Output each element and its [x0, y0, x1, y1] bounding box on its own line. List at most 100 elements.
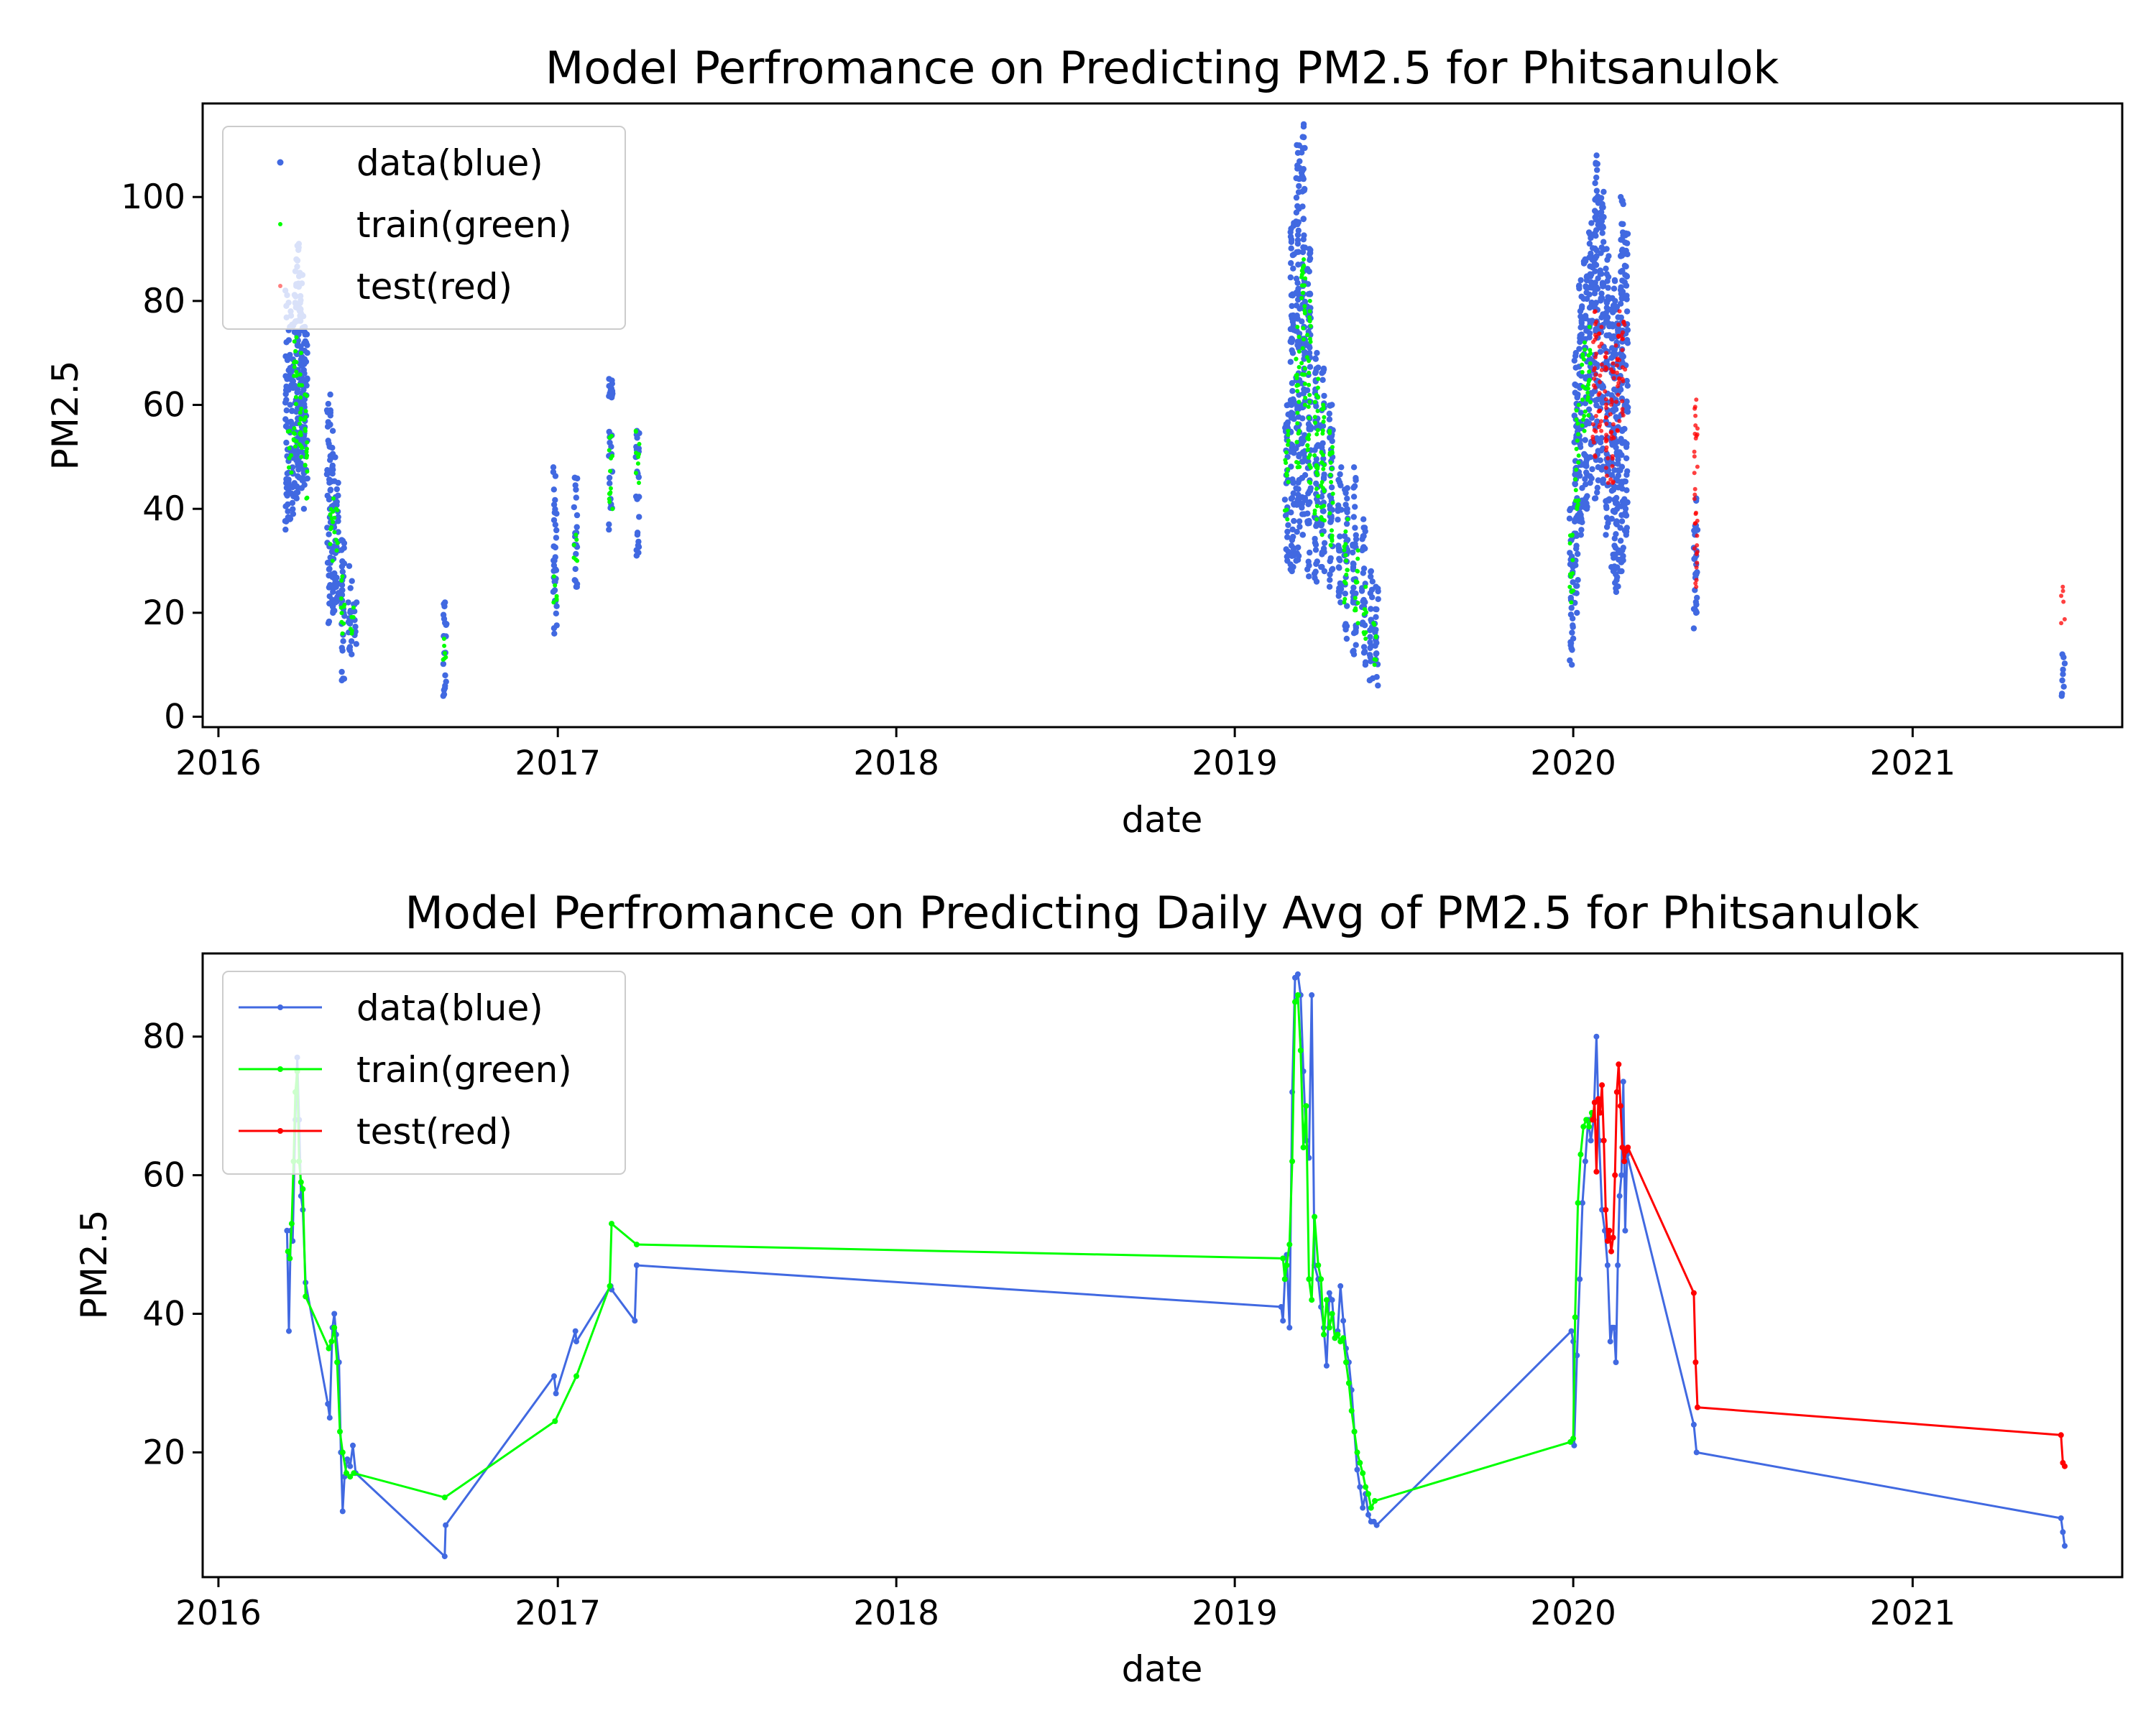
data-point	[1287, 274, 1294, 281]
data-point	[335, 479, 341, 486]
legend-label-data: data(blue)	[356, 987, 543, 1029]
data-point	[1617, 467, 1623, 473]
data-point	[1329, 402, 1335, 408]
data-point	[1624, 251, 1631, 258]
data-point	[1329, 1311, 1335, 1317]
data-point	[1326, 1324, 1332, 1331]
data-point	[283, 407, 290, 414]
data-point	[1575, 577, 1581, 583]
x-tick-label: 2018	[853, 744, 939, 783]
y-tick-label: 100	[121, 177, 185, 217]
data-point	[1342, 579, 1347, 584]
data-point	[298, 421, 302, 426]
data-point	[323, 471, 331, 478]
data-point	[346, 563, 353, 569]
data-point	[347, 585, 354, 591]
data-point	[571, 504, 577, 511]
data-point	[329, 451, 336, 457]
data-point	[1312, 1214, 1318, 1220]
data-point	[290, 506, 296, 512]
data-point	[1303, 395, 1308, 400]
data-point	[1693, 581, 1698, 586]
data-point	[1315, 466, 1320, 471]
x-axis: 2016 2017 2018 2019 2020 2021	[175, 727, 1955, 783]
data-point	[1593, 300, 1599, 307]
data-point	[1611, 277, 1618, 284]
data-point	[1326, 1290, 1332, 1296]
data-point	[1618, 314, 1624, 321]
data-point	[329, 462, 336, 469]
data-point	[285, 508, 291, 514]
data-point	[1692, 431, 1697, 436]
data-point	[1288, 226, 1294, 232]
data-point	[1594, 484, 1600, 491]
data-point	[327, 391, 333, 398]
data-point	[1287, 566, 1294, 573]
data-point	[1580, 423, 1585, 428]
data-point	[1312, 369, 1319, 375]
data-point	[1286, 428, 1291, 433]
data-point	[1294, 249, 1300, 256]
data-point	[2060, 1529, 2066, 1535]
data-point	[1299, 372, 1304, 376]
data-point	[305, 446, 309, 451]
data-point	[1280, 1255, 1286, 1262]
data-point	[1603, 389, 1608, 394]
data-point	[1307, 290, 1314, 297]
data-point	[1623, 273, 1630, 280]
data-point	[1592, 305, 1598, 311]
data-point	[1694, 578, 1699, 583]
data-point	[1299, 318, 1305, 325]
data-point	[1569, 600, 1574, 605]
data-point	[1330, 466, 1335, 471]
data-point	[1583, 340, 1587, 345]
series-test	[1590, 1061, 2068, 1469]
data-point	[1342, 627, 1349, 633]
data-point	[1345, 537, 1351, 543]
data-point	[1373, 650, 1380, 657]
data-point	[338, 563, 346, 570]
data-point	[1301, 232, 1307, 239]
data-point	[1306, 1276, 1312, 1283]
data-point	[1598, 314, 1605, 320]
x-tick-label: 2019	[1192, 1594, 1278, 1633]
data-point	[1304, 510, 1311, 517]
data-point	[1307, 426, 1314, 433]
data-point	[1363, 637, 1368, 641]
data-point	[1567, 561, 1574, 568]
data-point	[1621, 496, 1628, 502]
data-point	[1304, 566, 1311, 573]
data-point	[1610, 454, 1615, 458]
data-point	[333, 507, 338, 512]
data-point	[1344, 485, 1351, 491]
x-tick-label: 2016	[175, 744, 262, 783]
series-train	[285, 992, 1595, 1511]
data-point	[1600, 476, 1607, 483]
y-tick-label: 60	[142, 1156, 185, 1196]
data-point	[1319, 422, 1327, 430]
data-point	[1567, 594, 1574, 601]
legend-marker-data	[277, 159, 284, 166]
data-point	[1290, 265, 1296, 272]
data-point	[304, 375, 310, 382]
data-point	[1319, 514, 1324, 519]
data-point	[1692, 486, 1697, 491]
data-point	[1591, 383, 1596, 388]
line-panel: Model Perfromance on Predicting Daily Av…	[73, 887, 2124, 1690]
data-point	[1608, 487, 1616, 494]
data-point	[1299, 504, 1305, 511]
data-point	[571, 474, 578, 481]
data-point	[334, 548, 339, 553]
scatter-panel: Model Perfromance on Predicting PM2.5 fo…	[45, 42, 2124, 841]
data-point	[1353, 590, 1359, 597]
data-point	[1599, 1082, 1606, 1089]
data-point	[606, 521, 612, 527]
data-point	[1375, 588, 1381, 595]
data-point	[339, 578, 344, 583]
data-point	[1355, 568, 1360, 573]
data-point	[1693, 601, 1700, 608]
data-point	[1576, 432, 1581, 437]
data-point	[1350, 514, 1358, 520]
data-point	[1286, 443, 1290, 447]
data-point	[1575, 550, 1581, 558]
